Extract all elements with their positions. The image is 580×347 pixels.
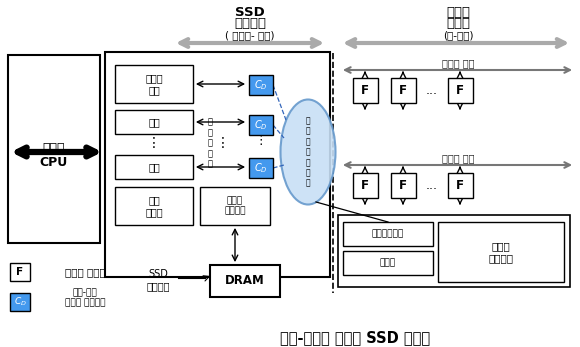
Bar xyxy=(438,222,564,282)
Bar xyxy=(391,173,416,198)
Text: 상호-분리형 능동적 SSD 시스템: 상호-분리형 능동적 SSD 시스템 xyxy=(280,330,430,346)
Bar xyxy=(353,78,378,103)
Text: 메모리
컨트롤러: 메모리 컨트롤러 xyxy=(224,196,246,216)
Text: 인터페
이스: 인터페 이스 xyxy=(145,73,163,95)
Text: ...: ... xyxy=(426,178,438,192)
Bar xyxy=(249,115,273,135)
Text: 호스트: 호스트 xyxy=(43,142,65,154)
Text: F: F xyxy=(399,178,407,192)
Bar xyxy=(105,52,330,277)
Text: F: F xyxy=(456,178,464,192)
Text: F: F xyxy=(16,267,24,277)
Text: (백-엔드): (백-엔드) xyxy=(443,30,473,40)
Text: 에러정정코드: 에러정정코드 xyxy=(372,229,404,238)
Text: F: F xyxy=(399,84,407,96)
Text: 플래시: 플래시 xyxy=(446,6,470,18)
Text: SSD: SSD xyxy=(235,6,265,18)
Text: F: F xyxy=(361,178,369,192)
Text: CPU: CPU xyxy=(40,155,68,169)
Text: SSD
컨트롤러: SSD 컨트롤러 xyxy=(146,269,170,291)
Text: $C_D$: $C_D$ xyxy=(254,118,268,132)
Text: ⋮: ⋮ xyxy=(255,134,267,146)
Text: ...: ... xyxy=(426,84,438,96)
Bar xyxy=(8,55,100,243)
Bar xyxy=(343,251,433,275)
Text: 플래시 버스: 플래시 버스 xyxy=(442,58,474,68)
Bar xyxy=(115,155,193,179)
Text: 내부
메모리: 내부 메모리 xyxy=(145,195,163,217)
Bar xyxy=(200,187,270,225)
Text: $C_D$: $C_D$ xyxy=(13,296,27,308)
Text: DRAM: DRAM xyxy=(225,274,265,288)
Text: ( 프론트- 엔드): ( 프론트- 엔드) xyxy=(225,30,275,40)
Text: $C_D$: $C_D$ xyxy=(254,78,268,92)
Bar xyxy=(210,265,280,297)
Text: 상호-분리
플래시 컨트롤러: 상호-분리 플래시 컨트롤러 xyxy=(65,288,105,308)
Text: 컨트롤러: 컨트롤러 xyxy=(234,17,266,29)
Text: F: F xyxy=(456,84,464,96)
Bar xyxy=(115,187,193,225)
Text: 플래시
컨트롤러: 플래시 컨트롤러 xyxy=(488,241,513,263)
Text: 라우터: 라우터 xyxy=(380,259,396,268)
Bar xyxy=(249,75,273,95)
Text: 에
이
진
스
케
줄
에: 에 이 진 스 케 줄 에 xyxy=(306,116,310,188)
Bar xyxy=(115,65,193,103)
Text: 코어: 코어 xyxy=(148,162,160,172)
Text: 메모리: 메모리 xyxy=(446,17,470,29)
Text: 플래시 버스: 플래시 버스 xyxy=(442,153,474,163)
Bar xyxy=(338,215,570,287)
Text: ⋮: ⋮ xyxy=(216,136,230,150)
Bar xyxy=(249,158,273,178)
Text: F: F xyxy=(361,84,369,96)
Bar xyxy=(353,173,378,198)
Bar xyxy=(391,78,416,103)
Bar xyxy=(343,222,433,246)
Bar xyxy=(115,110,193,134)
Text: $C_D$: $C_D$ xyxy=(254,161,268,175)
Ellipse shape xyxy=(281,100,335,204)
Bar xyxy=(10,293,30,311)
Text: 코어: 코어 xyxy=(148,117,160,127)
Text: 플래시 메모리: 플래시 메모리 xyxy=(64,267,106,277)
Text: 시
호
관
신
시: 시 호 관 신 시 xyxy=(208,118,212,168)
Text: ⋮: ⋮ xyxy=(147,136,161,150)
Bar xyxy=(448,78,473,103)
Bar xyxy=(10,263,30,281)
Bar xyxy=(448,173,473,198)
